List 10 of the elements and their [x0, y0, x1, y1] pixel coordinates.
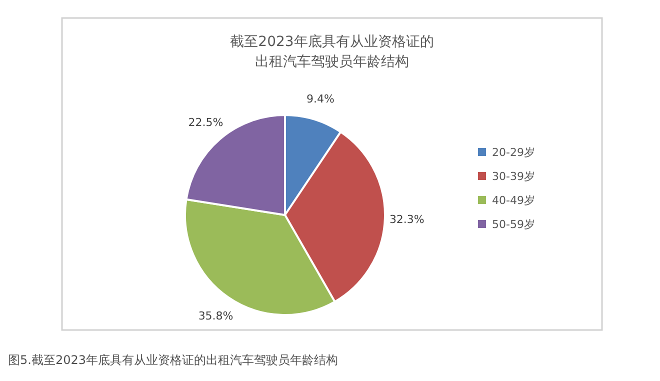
- caption: 图5.截至2023年底具有从业资格证的出租汽车驾驶员年龄结构: [8, 353, 338, 367]
- data-label: 32.3%: [389, 213, 424, 226]
- data-label: 22.5%: [188, 116, 224, 130]
- legend-label: 50-59岁: [492, 218, 535, 231]
- legend-label: 40-49岁: [492, 194, 535, 207]
- legend-label: 20-29岁: [492, 146, 535, 159]
- data-label: 9.4%: [306, 92, 334, 106]
- chart-title: 截至2023年底具有从业资格证的出租汽车驾驶员年龄结构: [230, 34, 434, 70]
- data-label: 35.8%: [198, 309, 234, 322]
- legend-label: 30-39岁: [492, 170, 535, 183]
